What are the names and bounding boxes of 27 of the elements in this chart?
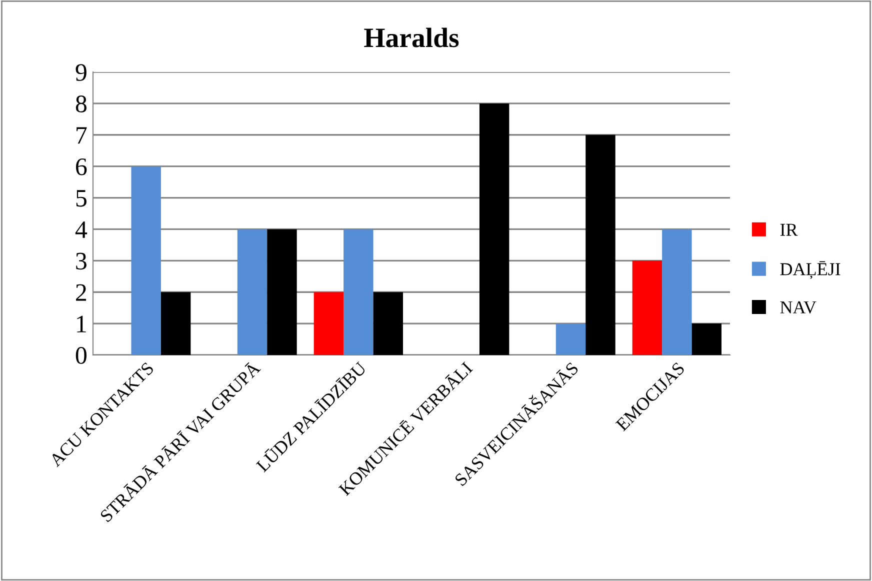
- bar: [479, 103, 510, 355]
- bar: [314, 292, 344, 355]
- bar: [373, 292, 404, 355]
- chart-title: Haralds: [364, 28, 459, 48]
- y-tick-label: 1: [77, 316, 86, 332]
- y-tick-label: 3: [76, 252, 86, 270]
- y-tick-label: 7: [76, 127, 87, 144]
- bar: [344, 229, 374, 355]
- y-tick-label: 4: [75, 221, 88, 238]
- bar: [632, 260, 662, 355]
- bar: [237, 229, 268, 355]
- legend-label: IR: [780, 224, 798, 236]
- bar: [692, 324, 722, 355]
- bar: [267, 229, 297, 355]
- y-tick-label: 2: [76, 284, 86, 301]
- legend-label: DAĻĒJI: [780, 261, 840, 279]
- bar: [160, 292, 191, 355]
- bar: [131, 166, 161, 355]
- y-tick-label: 8: [76, 95, 86, 112]
- bar: [556, 324, 586, 355]
- bar: [662, 229, 692, 355]
- y-tick-label: 6: [76, 158, 87, 176]
- bar: [586, 134, 616, 355]
- y-tick-label: 5: [76, 190, 86, 207]
- legend-label: NAV: [780, 301, 816, 314]
- y-tick-label: 0: [76, 347, 86, 364]
- y-tick-label: 9: [76, 64, 86, 81]
